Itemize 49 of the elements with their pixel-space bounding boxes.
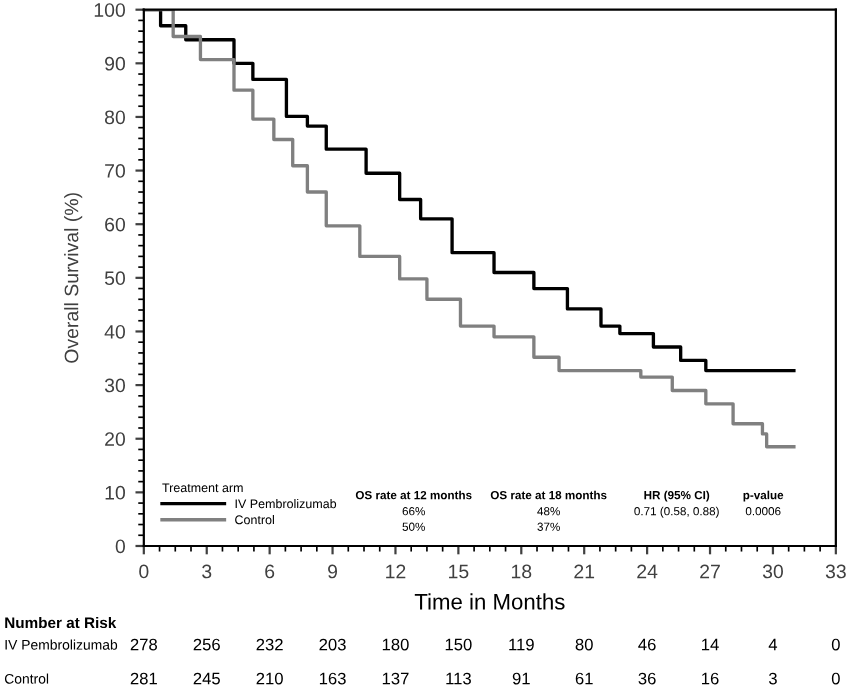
x-tick-label: 21 — [574, 564, 595, 579]
x-tick-label: 27 — [700, 564, 720, 579]
text: 256 — [193, 638, 220, 651]
y-tick-label: 90 — [105, 56, 126, 71]
text: 14 — [702, 638, 719, 651]
y-tick-label: 80 — [104, 110, 126, 125]
x-tick-label: 18 — [511, 564, 532, 579]
x-tick-label: 0 — [139, 564, 149, 579]
text: 61 — [575, 672, 593, 685]
y-tick-label: 70 — [105, 164, 126, 178]
x-tick-label: 6 — [265, 564, 275, 579]
y-tick-label: 100 — [94, 3, 126, 17]
x-tick-label: 33 — [825, 564, 846, 579]
y-tick-label: 60 — [105, 217, 126, 232]
text: 150 — [445, 638, 472, 651]
text: 91 — [512, 672, 530, 685]
text: 3 — [768, 672, 777, 685]
text: 119 — [509, 638, 534, 651]
x-tick-label: 30 — [762, 564, 783, 579]
y-tick-label: 50 — [104, 271, 126, 286]
text: 137 — [382, 672, 409, 685]
y-tick-label: 20 — [105, 432, 126, 446]
text: 278 — [130, 638, 157, 651]
text: 203 — [319, 638, 346, 651]
y-tick-label: 40 — [104, 324, 126, 339]
text: 80 — [575, 638, 593, 651]
x-tick-label: 15 — [449, 564, 469, 579]
x-tick-label: 9 — [328, 564, 338, 579]
text: 113 — [446, 672, 471, 685]
x-tick-label: 12 — [386, 564, 406, 579]
x-axis-title: Time in Months — [414, 593, 565, 610]
text: 210 — [256, 672, 283, 685]
text: 4 — [768, 638, 778, 651]
y-axis-title: Overall Survival (%) — [64, 193, 83, 363]
y-tick-label: 10 — [105, 485, 126, 500]
x-tick-label: 24 — [637, 564, 658, 579]
text: 46 — [638, 638, 656, 651]
text: 36 — [638, 672, 656, 685]
text: 245 — [193, 672, 220, 685]
text: 163 — [319, 672, 346, 685]
y-tick-label: 0 — [115, 539, 125, 554]
text: 16 — [702, 672, 719, 685]
text: 0 — [831, 672, 840, 685]
text: 0 — [831, 638, 840, 651]
y-tick-label: 30 — [104, 378, 126, 393]
x-tick-label: 3 — [202, 564, 212, 579]
text: 180 — [382, 638, 409, 651]
text: 281 — [130, 672, 157, 685]
text: 232 — [256, 638, 283, 651]
